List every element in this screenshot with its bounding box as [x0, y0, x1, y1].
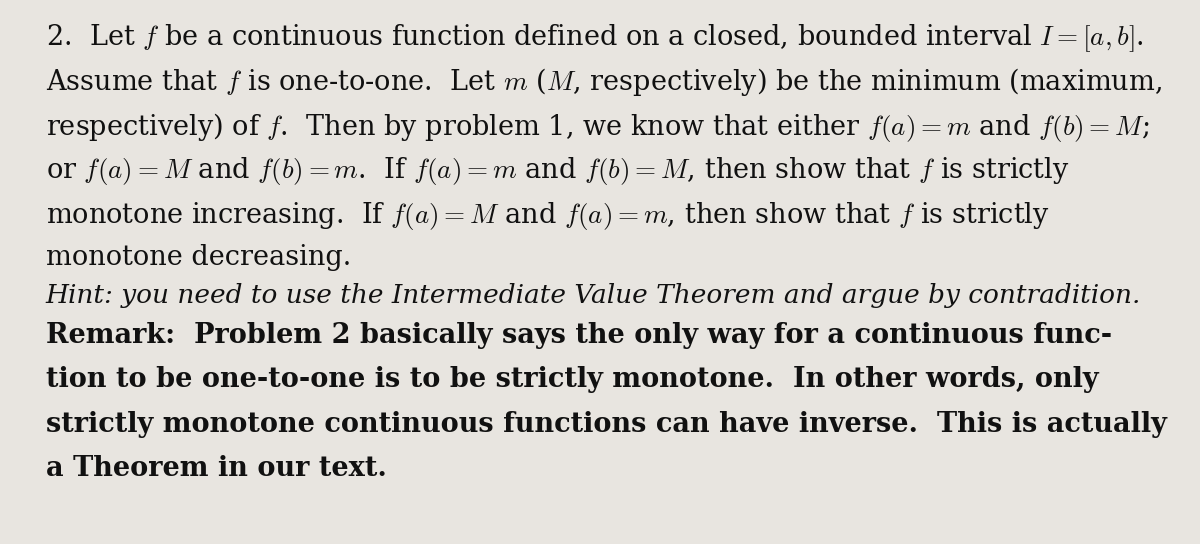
Text: monotone increasing.  If $f(a) = M$ and $f(a) = m$, then show that $f$ is strict: monotone increasing. If $f(a) = M$ and $… [46, 200, 1049, 232]
Text: a Theorem in our text.: a Theorem in our text. [46, 455, 386, 482]
Text: or $f(a) = M$ and $f(b) = m$.  If $f(a) = m$ and $f(b) = M$, then show that $f$ : or $f(a) = M$ and $f(b) = m$. If $f(a) =… [46, 155, 1069, 187]
Text: respectively) of $f$.  Then by problem 1, we know that either $f(a) = m$ and $f(: respectively) of $f$. Then by problem 1,… [46, 110, 1150, 144]
Text: 2.  Let $f$ be a continuous function defined on a closed, bounded interval $I = : 2. Let $f$ be a continuous function defi… [46, 22, 1144, 53]
Text: strictly monotone continuous functions can have inverse.  This is actually: strictly monotone continuous functions c… [46, 411, 1166, 438]
Text: Assume that $f$ is one-to-one.  Let $m$ ($M$, respectively) be the minimum (maxi: Assume that $f$ is one-to-one. Let $m$ (… [46, 66, 1162, 98]
Text: monotone decreasing.: monotone decreasing. [46, 244, 350, 271]
Text: Hint: you need to use the Intermediate Value Theorem and argue by contradition.: Hint: you need to use the Intermediate V… [46, 283, 1141, 308]
Text: tion to be one-to-one is to be strictly monotone.  In other words, only: tion to be one-to-one is to be strictly … [46, 366, 1098, 393]
Text: Remark:  Problem 2 basically says the only way for a continuous func-: Remark: Problem 2 basically says the onl… [46, 322, 1111, 349]
